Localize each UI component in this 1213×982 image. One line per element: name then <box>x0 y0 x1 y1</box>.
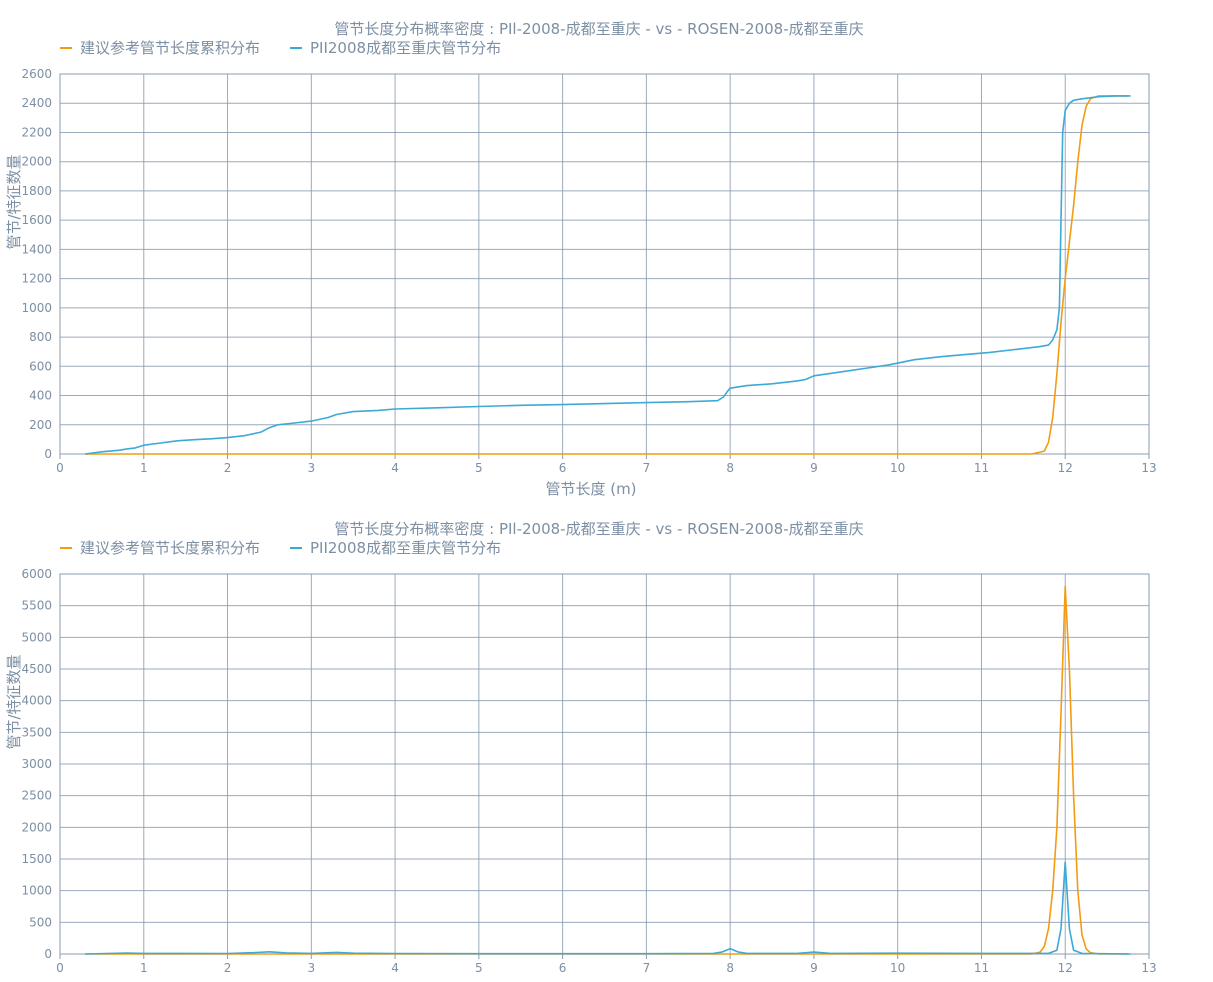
y-tick-label: 200 <box>29 418 52 432</box>
chart-title: 管节长度分布概率密度 : PIl-2008-成都至重庆 - vs - ROSEN… <box>334 20 863 38</box>
y-tick-label: 2600 <box>21 67 52 81</box>
y-axis-label: 管节/特征数量 <box>5 154 23 249</box>
grid <box>59 573 1150 955</box>
x-tick-label: 11 <box>974 461 989 475</box>
y-tick-label: 5500 <box>21 599 52 613</box>
cumulative-chart: 管节长度分布概率密度 : PIl-2008-成都至重庆 - vs - ROSEN… <box>5 20 1157 498</box>
y-tick-label: 6000 <box>21 567 52 581</box>
y-tick-label: 1000 <box>21 884 52 898</box>
legend-label-pii[interactable]: PII2008成都至重庆管节分布 <box>310 39 501 57</box>
x-tick-label: 2 <box>224 961 232 975</box>
x-tick-label: 6 <box>559 461 567 475</box>
y-axis-ticks: 0 200 400 600 800 1000 1200 1400 1600 1800 2000 220… <box>21 67 52 461</box>
x-tick-label: 0 <box>56 961 64 975</box>
plot-frame <box>59 73 1150 455</box>
y-tick-label: 1800 <box>21 184 52 198</box>
legend[interactable]: 建议参考管节长度累积分布 PII2008成都至重庆管节分布 <box>60 39 501 57</box>
x-tick-label: 4 <box>391 461 399 475</box>
x-tick-label: 3 <box>307 461 315 475</box>
y-tick-label: 1400 <box>21 242 52 256</box>
x-tick-label: 0 <box>56 461 64 475</box>
y-tick-label: 400 <box>29 389 52 403</box>
series-lines <box>84 95 1131 455</box>
series-line-pii[interactable] <box>85 861 1131 955</box>
y-tick-label: 500 <box>29 915 52 929</box>
y-tick-label: 4500 <box>21 662 52 676</box>
x-tick-label: 2 <box>224 461 232 475</box>
series-line-reference[interactable] <box>85 585 1129 955</box>
x-tick-label: 9 <box>810 961 818 975</box>
y-tick-label: 0 <box>44 447 52 461</box>
x-tick-label: 9 <box>810 461 818 475</box>
y-tick-label: 3500 <box>21 725 52 739</box>
y-axis-ticks: 0 500 1000 1500 2000 2500 3000 3500 4000 4500 5000… <box>21 567 52 961</box>
grid <box>59 73 1150 455</box>
x-tick-label: 8 <box>726 961 734 975</box>
density-chart: 管节长度分布概率密度 : PIl-2008-成都至重庆 - vs - ROSEN… <box>5 520 1157 975</box>
y-tick-label: 1000 <box>21 301 52 315</box>
x-tick-label: 10 <box>890 961 905 975</box>
y-tick-label: 2500 <box>21 789 52 803</box>
series-line-pii[interactable] <box>84 95 1131 455</box>
y-tick-label: 3000 <box>21 757 52 771</box>
legend-label-reference[interactable]: 建议参考管节长度累积分布 <box>80 539 260 557</box>
legend[interactable]: 建议参考管节长度累积分布 PII2008成都至重庆管节分布 <box>60 539 501 557</box>
y-tick-label: 2200 <box>21 125 52 139</box>
x-tick-label: 13 <box>1141 961 1156 975</box>
y-tick-label: 1200 <box>21 272 52 286</box>
y-tick-label: 600 <box>29 359 52 373</box>
x-axis-label: 管节长度 (m) <box>545 480 636 498</box>
chart-title: 管节长度分布概率密度 : PIl-2008-成都至重庆 - vs - ROSEN… <box>334 520 863 538</box>
y-tick-label: 2400 <box>21 96 52 110</box>
series-line-reference[interactable] <box>85 95 1129 455</box>
x-tick-label: 4 <box>391 961 399 975</box>
y-tick-label: 2000 <box>21 820 52 834</box>
y-axis-label: 管节/特征数量 <box>5 654 23 749</box>
y-tick-label: 1600 <box>21 213 52 227</box>
x-tick-label: 5 <box>475 961 483 975</box>
x-tick-label: 1 <box>140 461 148 475</box>
x-axis-ticks: 0 1 2 3 4 5 6 7 8 9 10 11 12 13 <box>56 954 1157 975</box>
legend-label-reference[interactable]: 建议参考管节长度累积分布 <box>80 39 260 57</box>
y-tick-label: 5000 <box>21 630 52 644</box>
series-lines <box>85 585 1131 955</box>
x-axis-ticks: 0 1 2 3 4 5 6 7 8 9 10 11 12 13 <box>56 454 1157 475</box>
x-tick-label: 3 <box>307 961 315 975</box>
legend-label-pii[interactable]: PII2008成都至重庆管节分布 <box>310 539 501 557</box>
x-tick-label: 13 <box>1141 461 1156 475</box>
y-tick-label: 4000 <box>21 694 52 708</box>
x-tick-label: 1 <box>140 961 148 975</box>
x-tick-label: 7 <box>643 961 651 975</box>
y-tick-label: 1500 <box>21 852 52 866</box>
x-tick-label: 10 <box>890 461 905 475</box>
x-tick-label: 12 <box>1058 461 1073 475</box>
y-tick-label: 800 <box>29 330 52 344</box>
x-tick-label: 7 <box>643 461 651 475</box>
x-tick-label: 8 <box>726 461 734 475</box>
x-tick-label: 6 <box>559 961 567 975</box>
x-tick-label: 12 <box>1058 961 1073 975</box>
x-tick-label: 5 <box>475 461 483 475</box>
x-tick-label: 11 <box>974 961 989 975</box>
y-tick-label: 0 <box>44 947 52 961</box>
y-tick-label: 2000 <box>21 155 52 169</box>
